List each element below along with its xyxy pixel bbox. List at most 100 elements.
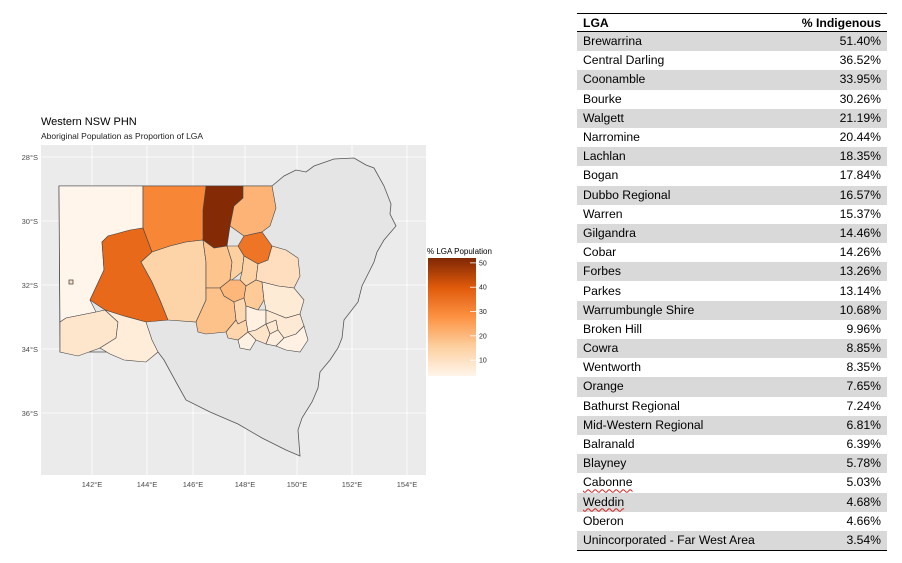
percent-indigenous-cell: 21.19%: [772, 108, 887, 128]
percent-indigenous-cell: 8.85%: [772, 339, 887, 359]
y-tick-label: 36°S: [22, 409, 38, 418]
lga-name-cell: Walgett: [577, 108, 772, 128]
lga-name-cell: Cowra: [577, 339, 772, 359]
y-tick-label: 34°S: [22, 345, 38, 354]
lga-name-cell: Warrumbungle Shire: [577, 300, 772, 320]
percent-indigenous-cell: 14.46%: [772, 223, 887, 244]
table-row: Orange 7.65%: [577, 377, 887, 397]
region-weddin: Weddin: [237, 331, 257, 351]
table-row: Lachlan 18.35%: [577, 147, 887, 167]
spellcheck-flag: Weddin: [583, 494, 625, 509]
percent-indigenous-cell: 6.39%: [846, 437, 881, 452]
table-row: Blayney 5.78%: [577, 454, 887, 474]
region-balranald: Balranald: [99, 309, 159, 363]
percent-indigenous-cell: 20.44%: [839, 130, 881, 145]
table-row: Coonamble 33.95%: [577, 70, 887, 90]
x-tick-label: 144°E: [137, 480, 158, 489]
x-axis-ticks: 142°E 144°E 146°E 148°E 150°E 152°E 154°E: [82, 480, 418, 489]
percent-indigenous-cell: 13.26%: [772, 262, 887, 282]
lga-name-cell: Warren: [583, 206, 623, 221]
y-tick-label: 28°S: [22, 153, 38, 162]
table-row: Weddin 4.68%: [577, 492, 887, 512]
table-row: Warrumbungle Shire 10.68%: [577, 300, 887, 320]
percent-indigenous-cell: 8.35%: [846, 360, 881, 375]
lga-name-cell: Cabonne: [577, 473, 772, 492]
percent-indigenous-cell: 4.66%: [846, 513, 881, 528]
table-row: Balranald 6.39%: [577, 435, 887, 454]
column-header-indigenous: % Indigenous: [772, 13, 887, 32]
lga-name-cell: Brewarrina: [577, 31, 772, 52]
legend-ticks: 50 40 30 20 10: [470, 260, 487, 365]
x-tick-label: 146°E: [183, 480, 204, 489]
percent-indigenous-cell: 30.26%: [839, 91, 881, 106]
y-tick-label: 30°S: [22, 217, 38, 226]
region-warren: Warren: [226, 245, 245, 281]
map-subtitle: Aboriginal Population as Proportion of L…: [41, 131, 204, 141]
percent-indigenous-cell: 6.81%: [772, 415, 887, 435]
table-body: Brewarrina 51.40% Central Darling 36.52% Coo…: [577, 31, 887, 552]
table-row: Warren 15.37%: [577, 205, 887, 224]
table-row: Walgett 21.19%: [577, 108, 887, 128]
table-row: Cowra 8.85%: [577, 339, 887, 359]
lga-name-cell: Central Darling: [583, 53, 665, 68]
lga-name-cell: Oberon: [583, 513, 624, 528]
table-row: Cobar 14.26%: [577, 243, 887, 262]
x-tick-label: 148°E: [235, 480, 256, 489]
lga-name-cell: Cobar: [583, 245, 617, 260]
lga-name-cell: Bathurst Regional: [583, 398, 680, 413]
percent-indigenous-cell: 16.57%: [772, 185, 887, 205]
lga-name-cell: Balranald: [583, 437, 635, 452]
x-tick-label: 142°E: [82, 480, 103, 489]
x-tick-label: 150°E: [287, 480, 308, 489]
map-panel: Western NSW PHN Aboriginal Population as…: [22, 116, 492, 489]
lga-name-cell: Gilgandra: [577, 223, 772, 244]
choropleth-map: Unincorporated - Far West AreaBrewarrina…: [22, 145, 492, 489]
x-tick-label: 154°E: [397, 480, 418, 489]
y-tick-label: 32°S: [22, 281, 38, 290]
lord-howe-marker: [68, 279, 74, 285]
percent-indigenous-cell: 15.37%: [839, 206, 881, 221]
map-title: Western NSW PHN: [41, 116, 137, 128]
table-row: Broken Hill 9.96%: [577, 320, 887, 339]
table-row: Brewarrina 51.40%: [577, 31, 887, 52]
percent-indigenous-cell: 36.52%: [839, 53, 881, 68]
region-broken-hill: Broken Hill: [68, 279, 74, 285]
table-row: Dubbo Regional 16.57%: [577, 185, 887, 205]
percent-indigenous-cell: 5.03%: [846, 475, 881, 490]
table-row: Oberon 4.66%: [577, 512, 887, 531]
lga-name-cell: Narromine: [583, 130, 640, 145]
percent-indigenous-cell: 51.40%: [772, 31, 887, 52]
percent-indigenous-cell: 3.54%: [772, 530, 887, 552]
column-header-lga: LGA: [577, 13, 772, 32]
table-row: Unincorporated - Far West Area 3.54%: [577, 530, 887, 552]
x-tick-label: 152°E: [342, 480, 363, 489]
lga-name-cell: Wentworth: [583, 360, 642, 375]
percent-indigenous-cell: 14.26%: [839, 245, 881, 260]
lga-name-cell: Broken Hill: [583, 321, 642, 336]
lga-name-cell: Orange: [577, 377, 772, 397]
lga-name-cell: Bogan: [583, 168, 619, 183]
table-row: Mid-Western Regional 6.81%: [577, 415, 887, 435]
table-row: Wentworth 8.35%: [577, 358, 887, 377]
region-oberon: Oberon: [275, 325, 309, 353]
percent-indigenous-cell: 5.78%: [772, 454, 887, 474]
percent-indigenous-cell: 17.84%: [839, 168, 881, 183]
legend-tick-label: 30: [479, 309, 487, 316]
legend-tick-label: 20: [479, 333, 487, 340]
lga-regions: Unincorporated - Far West AreaBrewarrina…: [58, 185, 309, 363]
table-row: Central Darling 36.52%: [577, 51, 887, 70]
table-row: Parkes 13.14%: [577, 281, 887, 300]
lga-name-cell: Dubbo Regional: [577, 185, 772, 205]
legend-colorbar: [428, 258, 476, 376]
percent-indigenous-cell: 7.65%: [772, 377, 887, 397]
table-row: Gilgandra 14.46%: [577, 223, 887, 244]
lga-name-cell: Unincorporated - Far West Area: [577, 530, 772, 552]
table-header-row: LGA % Indigenous: [577, 13, 887, 32]
table-row: Cabonne 5.03%: [577, 473, 887, 492]
lga-name-cell: Weddin: [577, 492, 772, 512]
lga-name-cell: Bourke: [583, 91, 622, 106]
percent-indigenous-cell: 33.95%: [772, 70, 887, 90]
table-row: Narromine 20.44%: [577, 128, 887, 147]
legend-title: % LGA Population: [427, 247, 492, 256]
percent-indigenous-cell: 18.35%: [772, 147, 887, 167]
